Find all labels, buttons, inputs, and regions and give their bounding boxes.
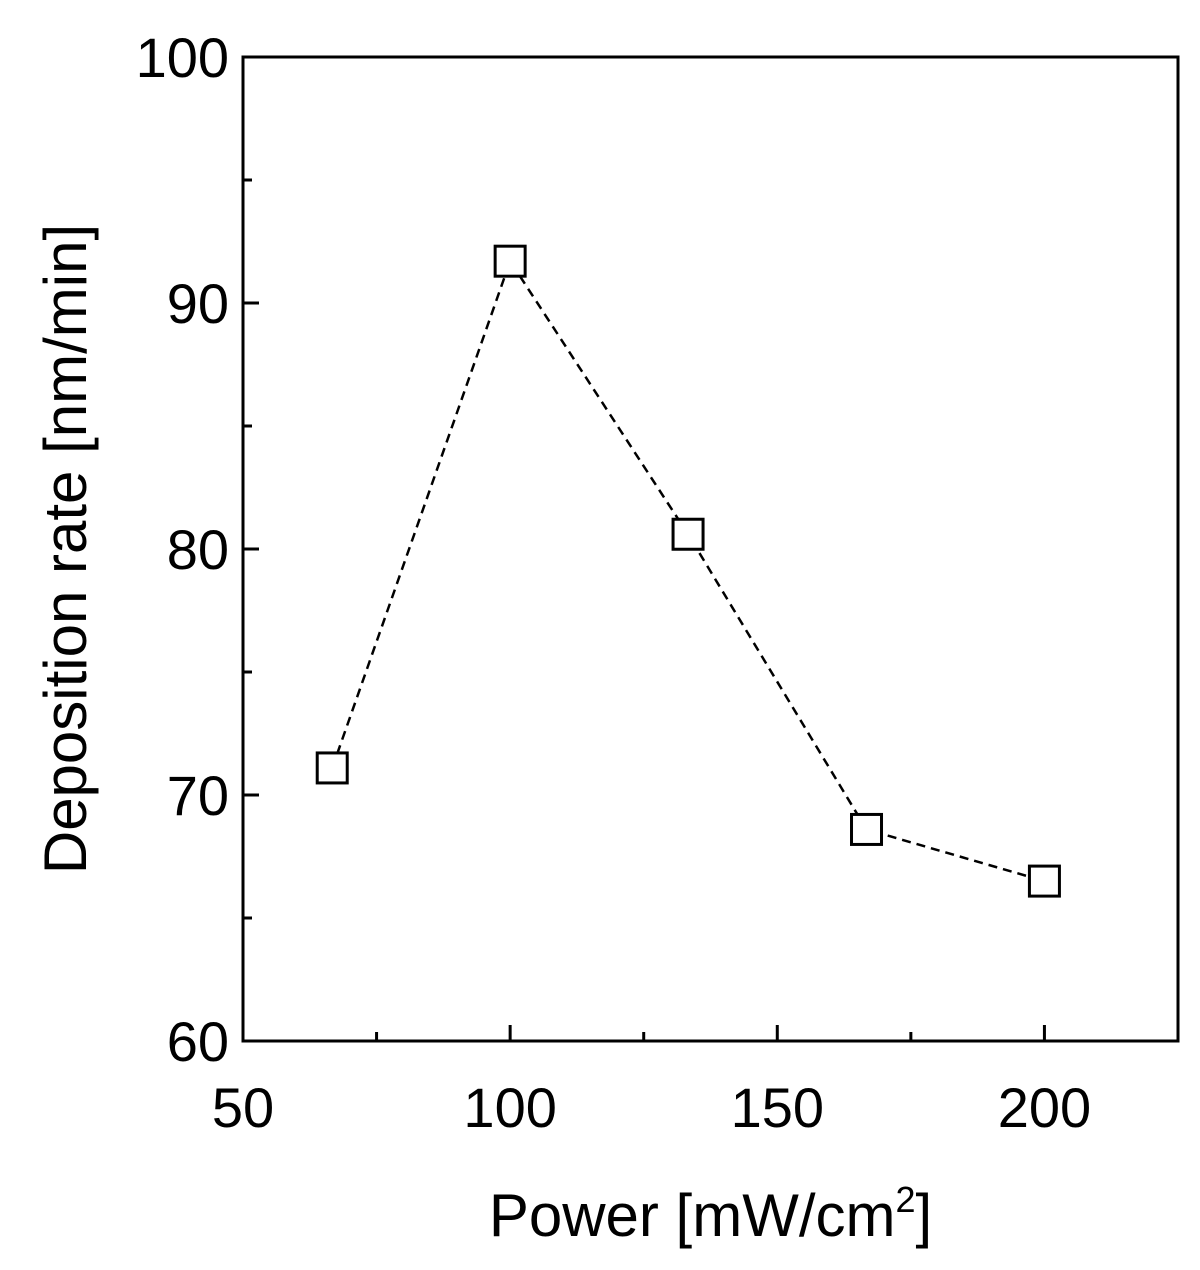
series-line-group [331,258,1045,883]
x-tick-label: 200 [998,1076,1091,1139]
x-axis-title: Power [mW/cm2] [489,1179,932,1249]
y-tick-label: 100 [136,26,229,89]
y-axis-ticks: 60 70 80 90 100 [136,26,259,1073]
series-dashed-line [331,258,1045,883]
data-point-square [493,244,527,278]
data-point-square [315,751,349,785]
x-axis-title-main: Power [mW/cm [489,1182,896,1249]
x-axis-ticks: 50 100 150 200 [212,1025,1091,1139]
x-tick-label: 50 [212,1076,274,1139]
series-point-group [315,244,1061,898]
plot-area-frame [241,55,1180,1043]
x-tick-label: 100 [463,1076,556,1139]
x-axis-title-superscript: 2 [895,1179,915,1220]
data-point-square [1027,864,1061,898]
y-tick-label: 70 [167,764,229,827]
y-tick-label: 80 [167,518,229,581]
data-point-square [671,517,705,551]
data-point-square [850,812,884,846]
x-axis-title-suffix: ] [916,1182,933,1249]
y-tick-label: 90 [167,272,229,335]
y-axis-title: Deposition rate [nm/min] [32,224,99,874]
x-tick-label: 150 [731,1076,824,1139]
y-tick-label: 60 [167,1010,229,1073]
